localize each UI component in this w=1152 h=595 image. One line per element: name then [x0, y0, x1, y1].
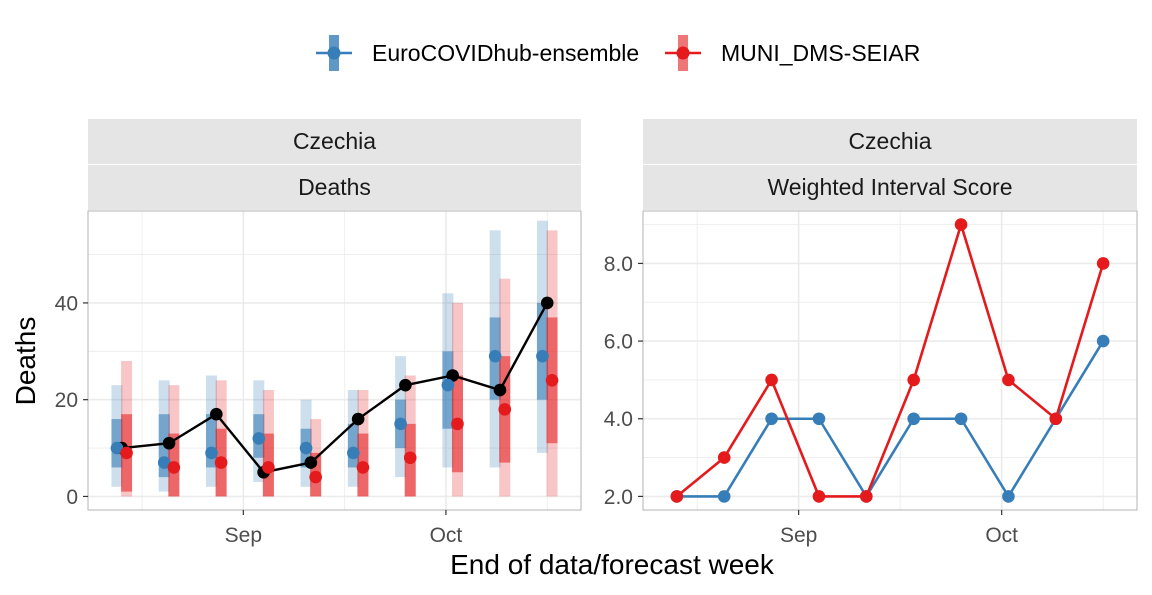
- legend-label-ensemble: EuroCOVIDhub-ensemble: [372, 40, 639, 66]
- legend: EuroCOVIDhub-ensemble MUNI_DMS-SEIAR: [316, 35, 920, 71]
- muni-median-point: [498, 403, 512, 416]
- muni-median-point: [309, 470, 322, 484]
- strip-location-right: Czechia: [848, 128, 931, 154]
- muni-wis-point: [907, 373, 920, 387]
- left-x-tick-label: Sep: [225, 524, 262, 547]
- right-y-tick-label: 4.0: [604, 408, 633, 431]
- panel-border-right: [642, 210, 1138, 511]
- ensemble-median-point: [157, 456, 171, 469]
- strip-location-left: Czechia: [293, 128, 376, 154]
- muni-wis-point: [1002, 373, 1015, 387]
- ensemble-wis-point: [812, 412, 826, 426]
- ensemble-wis-point: [907, 412, 920, 426]
- observed-point: [351, 412, 365, 426]
- ensemble-wis-point: [765, 412, 778, 426]
- panel-border-left: [87, 210, 582, 511]
- left-y-tick-label: 0: [66, 486, 78, 509]
- legend-item-muni: MUNI_DMS-SEIAR: [665, 35, 920, 71]
- muni-wis-point: [860, 490, 873, 503]
- ensemble-median-point: [347, 446, 360, 460]
- muni-wis-line: [676, 220, 1105, 498]
- right-x-tick-label: Oct: [985, 524, 1018, 547]
- strip-metric-bg-right: [643, 165, 1137, 210]
- observed-series: [115, 296, 554, 479]
- muni-wis-point: [812, 490, 826, 503]
- ensemble-median-point: [536, 349, 549, 363]
- right-y-tick-label: 2.0: [604, 486, 633, 509]
- ensemble-wis-line: [676, 340, 1105, 499]
- right-y-tick-label: 6.0: [604, 331, 633, 354]
- muni-median-point: [120, 446, 133, 460]
- y-axis-ticks-left: 0 20 40: [55, 292, 88, 509]
- legend-label-muni: MUNI_DMS-SEIAR: [721, 40, 920, 66]
- strip-location-bg-right: [643, 119, 1137, 164]
- muni-median-point: [214, 456, 228, 469]
- median-points-left: [110, 349, 559, 484]
- legend-key-muni-point: [676, 46, 690, 60]
- wis-series: [670, 218, 1110, 503]
- observed-point: [210, 407, 223, 421]
- observed-point: [304, 456, 318, 469]
- muni-wis-point: [954, 218, 968, 231]
- strip-metric-bg-left: [88, 165, 581, 210]
- observed-point: [540, 296, 554, 310]
- y-axis-ticks-right: 2.0 4.0 6.0 8.0: [604, 253, 643, 509]
- muni-wis-point: [1049, 412, 1063, 426]
- gridlines-right: [643, 211, 1137, 510]
- panel-wis: Czechia Weighted Interval Score 2.0 4.0 6.…: [604, 119, 1138, 547]
- ensemble-median-point: [488, 349, 502, 363]
- ensemble-wis-point: [954, 412, 968, 426]
- observed-point: [493, 383, 507, 397]
- ensemble-median-point: [299, 441, 313, 455]
- muni-median-point: [167, 461, 181, 474]
- x-axis-ticks-right: Sep Oct: [780, 510, 1018, 547]
- ensemble-wis-point: [1096, 334, 1110, 348]
- legend-item-ensemble: EuroCOVIDhub-ensemble: [316, 35, 639, 71]
- ensemble-median-point: [205, 446, 218, 460]
- ensemble-median-point: [394, 417, 407, 431]
- ensemble-wis-point: [1002, 490, 1015, 503]
- muni-wis-point: [1096, 257, 1110, 270]
- y-axis-title-left: Deaths: [10, 317, 41, 406]
- left-y-tick-label: 20: [55, 389, 78, 412]
- muni-median-point: [262, 461, 275, 474]
- muni-median-point: [451, 417, 464, 431]
- muni-wis-point: [717, 451, 731, 464]
- muni-median-point: [356, 461, 370, 474]
- ensemble-median-point: [252, 432, 266, 445]
- strip-metric-left: Deaths: [298, 174, 371, 200]
- panel-deaths: Czechia Deaths 0 20 40 Sep Oct: [55, 119, 582, 547]
- observed-point: [162, 436, 176, 450]
- strip-metric-right: Weighted Interval Score: [767, 174, 1012, 200]
- strip-location-bg-left: [88, 119, 581, 164]
- muni-wis-point: [670, 490, 684, 503]
- observed-line: [121, 302, 549, 474]
- ensemble-inner-interval: [347, 423, 359, 468]
- observed-point: [399, 378, 412, 392]
- x-axis-title: End of data/forecast week: [450, 549, 775, 580]
- legend-key-ensemble-point: [327, 46, 341, 60]
- ensemble-inner-interval: [206, 414, 218, 468]
- ensemble-wis-point: [717, 490, 731, 503]
- left-y-tick-label: 40: [55, 292, 78, 315]
- muni-median-point: [403, 451, 417, 465]
- x-axis-ticks-left: Sep Oct: [225, 510, 463, 547]
- left-x-tick-label: Oct: [430, 524, 463, 547]
- observed-point: [446, 369, 459, 382]
- ensemble-median-point: [441, 378, 455, 392]
- ensemble-median-point: [110, 441, 124, 455]
- muni-median-point: [545, 374, 559, 387]
- right-x-tick-label: Sep: [780, 524, 817, 547]
- muni-wis-point: [765, 373, 778, 387]
- right-y-tick-label: 8.0: [604, 253, 633, 276]
